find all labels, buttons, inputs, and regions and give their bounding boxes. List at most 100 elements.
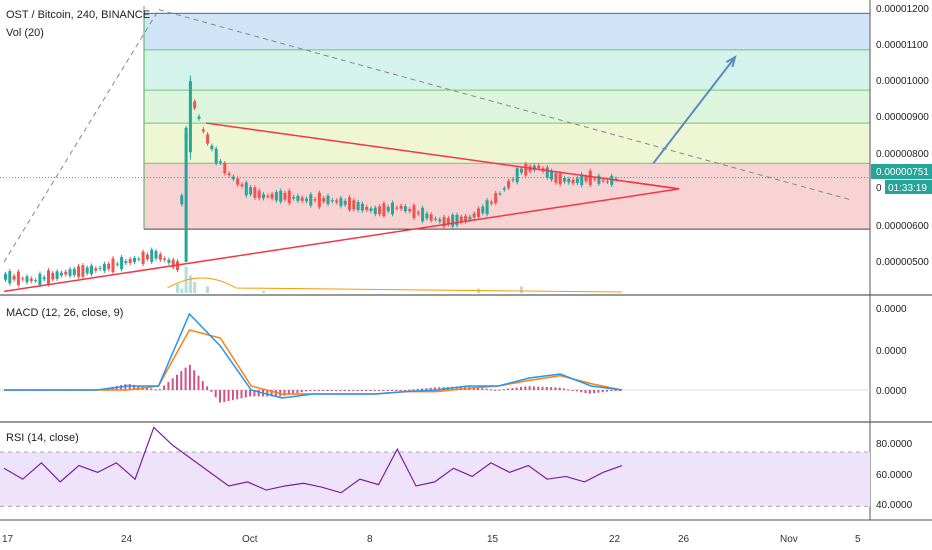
macd-histogram-bar: [343, 390, 346, 391]
candle-body: [150, 249, 154, 262]
candle-body: [197, 116, 201, 119]
candle-body: [597, 175, 601, 184]
candle-body: [360, 203, 364, 211]
price-series: [0, 75, 870, 288]
macd-histogram-bar: [210, 390, 213, 392]
candle-body: [59, 272, 63, 276]
rsi-indicator: [0, 426, 870, 507]
macd-histogram-bar: [300, 390, 303, 393]
rsi-tick: 60.0000: [876, 470, 913, 481]
macd-histogram-bar: [489, 389, 492, 391]
macd-histogram-bar: [287, 390, 290, 395]
candle-body: [563, 177, 566, 182]
macd-histogram-bar: [584, 390, 587, 394]
candle-body: [472, 213, 476, 218]
candle-body: [386, 206, 390, 212]
time-tick: Oct: [242, 534, 258, 545]
macd-histogram-bar: [554, 387, 557, 390]
macd-histogram-bar: [386, 390, 389, 391]
candle-body: [253, 187, 257, 198]
candle-body: [305, 198, 308, 202]
candle-body: [115, 263, 119, 265]
candle-body: [451, 214, 455, 227]
macd-histogram-bar: [249, 390, 252, 397]
macd-histogram-bar: [575, 390, 578, 392]
candle-body: [571, 179, 575, 184]
macd-histogram-bar: [197, 375, 200, 390]
macd-histogram-bar: [266, 390, 269, 397]
candle-body: [601, 180, 605, 182]
macd-histogram-bar: [434, 387, 436, 390]
candle-body: [180, 195, 184, 205]
candle-body: [429, 214, 433, 221]
breakout-candle: [188, 82, 192, 153]
candle-body: [593, 178, 597, 180]
price-axis[interactable]: 0.00001200 0.00001100 0.00001000 0.00000…: [871, 4, 932, 268]
candle-body: [507, 180, 511, 188]
time-tick: 5: [855, 534, 861, 545]
macd-histogram-bar: [356, 390, 359, 391]
macd-histogram-bar: [360, 390, 363, 391]
macd-histogram-bar: [180, 371, 183, 390]
macd-histogram-bar: [171, 378, 174, 390]
candle-body: [317, 192, 321, 208]
macd-histogram-bar: [335, 390, 338, 391]
candle-body: [120, 257, 124, 270]
candle-body: [412, 205, 416, 219]
candle-body: [395, 207, 399, 209]
macd-histogram-bar: [188, 364, 191, 390]
macd-histogram-bar: [507, 388, 510, 390]
price-tick-partial: 0: [876, 183, 882, 194]
price-tick: 0.00000900: [876, 112, 929, 123]
rsi-axis[interactable]: 80.0000 60.0000 40.0000: [876, 439, 913, 511]
macd-axis[interactable]: 0.0000 0.0000 0.0000: [876, 304, 907, 397]
time-axis[interactable]: 17 24 Oct 8 15 22 26 Nov 5: [2, 534, 861, 545]
macd-histogram-bar: [214, 390, 217, 398]
candle-body: [274, 192, 278, 201]
candle-body: [343, 200, 347, 205]
macd-histogram-bar: [403, 389, 406, 391]
candle-body: [81, 265, 85, 277]
macd-histogram-bar: [227, 390, 230, 402]
candle-body: [128, 259, 132, 263]
candle-body: [537, 165, 541, 169]
macd-histogram-bar: [429, 387, 432, 390]
macd-histogram-bar: [167, 381, 170, 390]
macd-histogram-bar: [193, 370, 196, 390]
macd-histogram-bar: [163, 385, 166, 390]
triangle-upper-line: [205, 122, 680, 190]
dashed-trendline: [158, 9, 852, 201]
candle-body: [249, 187, 253, 195]
candle-body: [606, 181, 609, 183]
macd-histogram-bar: [317, 390, 320, 391]
time-tick: 22: [609, 534, 621, 545]
candle-body: [335, 200, 339, 203]
macd-histogram-bar: [515, 387, 518, 390]
candle-body: [124, 261, 128, 263]
candle-body: [348, 197, 351, 210]
candle-body: [47, 270, 50, 285]
countdown-value: 01:33:19: [888, 183, 927, 194]
macd-histogram-bar: [128, 383, 131, 390]
candle-body: [300, 197, 304, 201]
candle-body: [313, 199, 317, 201]
macd-histogram-bar: [588, 390, 591, 394]
volume-bar: [206, 286, 210, 293]
candle-body: [421, 207, 425, 222]
fib-band: [144, 163, 870, 230]
fibonacci-bands: [143, 6, 870, 230]
macd-histogram-bar: [511, 388, 514, 390]
candle-body: [403, 206, 407, 212]
time-tick: Nov: [780, 534, 798, 545]
candle-body: [133, 257, 136, 263]
macd-histogram-bar: [313, 390, 316, 391]
macd-title: MACD (12, 26, close, 9): [6, 307, 123, 319]
candle-body: [16, 271, 20, 285]
candle-body: [111, 258, 115, 273]
volume-bar: [180, 288, 184, 293]
macd-histogram-bar: [373, 390, 376, 391]
candle-body: [29, 278, 33, 282]
macd-histogram-bar: [502, 389, 505, 391]
candle-body: [158, 254, 162, 260]
candle-body: [416, 212, 420, 214]
